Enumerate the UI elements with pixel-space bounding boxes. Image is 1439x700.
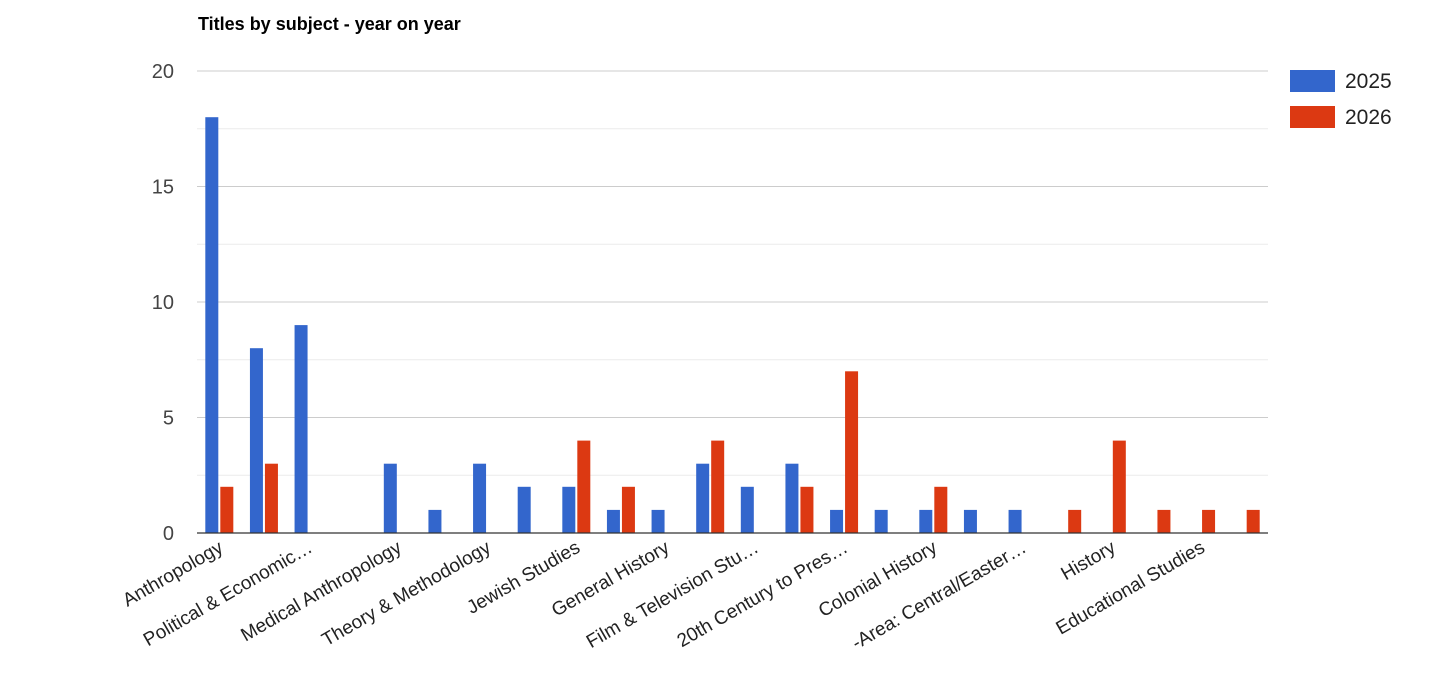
chart-title: Titles by subject - year on year <box>198 14 461 34</box>
bar-2025-4 <box>383 463 397 533</box>
legend-label-2025: 2025 <box>1345 70 1392 93</box>
x-tick-label: Medical Anthropology <box>237 537 405 646</box>
x-tick-label: History <box>1058 537 1120 585</box>
bar-2025-2 <box>294 325 308 533</box>
bar-2025-9 <box>606 509 620 533</box>
x-tick-label: Political & Economic… <box>140 537 316 651</box>
bars <box>205 117 1260 533</box>
y-tick-label: 20 <box>152 61 174 83</box>
bar-2025-12 <box>740 486 754 533</box>
bar-2025-6 <box>473 463 487 533</box>
bar-2025-14 <box>830 509 844 533</box>
bar-2026-9 <box>621 486 635 533</box>
x-tick-label: 20th Century to Pres… <box>674 537 852 652</box>
y-tick-label: 15 <box>152 177 174 199</box>
x-tick-label: Film & Television Stu… <box>583 537 762 653</box>
bar-2025-15 <box>874 509 888 533</box>
bar-2025-1 <box>249 348 263 533</box>
bar-2026-21 <box>1157 509 1171 533</box>
bar-2025-0 <box>205 117 219 533</box>
y-tick-label: 5 <box>163 408 174 430</box>
bar-2026-11 <box>711 440 725 533</box>
bar-2025-5 <box>428 509 442 533</box>
legend-label-2026: 2026 <box>1345 106 1392 129</box>
grid <box>197 70 1268 476</box>
bar-2025-16 <box>919 509 933 533</box>
bar-2026-14 <box>845 371 859 533</box>
y-tick-label: 0 <box>163 523 174 545</box>
bar-2025-18 <box>1008 509 1022 533</box>
y-axis: 0 5 10 15 20 <box>152 61 174 545</box>
bar-2026-16 <box>934 486 948 533</box>
bar-2026-0 <box>220 486 234 533</box>
bar-2025-17 <box>963 509 977 533</box>
bar-2025-11 <box>696 463 710 533</box>
bar-2026-22 <box>1202 509 1216 533</box>
bar-2026-1 <box>264 463 278 533</box>
legend-swatch-2025 <box>1290 70 1335 92</box>
bar-2026-23 <box>1246 509 1260 533</box>
bar-2026-8 <box>577 440 591 533</box>
legend: 2025 2026 <box>1290 70 1392 129</box>
x-tick-label: Educational Studies <box>1053 537 1209 639</box>
y-tick-label: 10 <box>152 292 174 314</box>
bar-2025-8 <box>562 486 576 533</box>
bar-2025-7 <box>517 486 531 533</box>
bar-2026-20 <box>1112 440 1126 533</box>
bar-2025-10 <box>651 509 665 533</box>
legend-swatch-2026 <box>1290 106 1335 128</box>
bar-2026-13 <box>800 486 814 533</box>
bar-2025-13 <box>785 463 799 533</box>
x-tick-label: Theory & Methodology <box>319 537 495 651</box>
bar-2026-19 <box>1068 509 1082 533</box>
